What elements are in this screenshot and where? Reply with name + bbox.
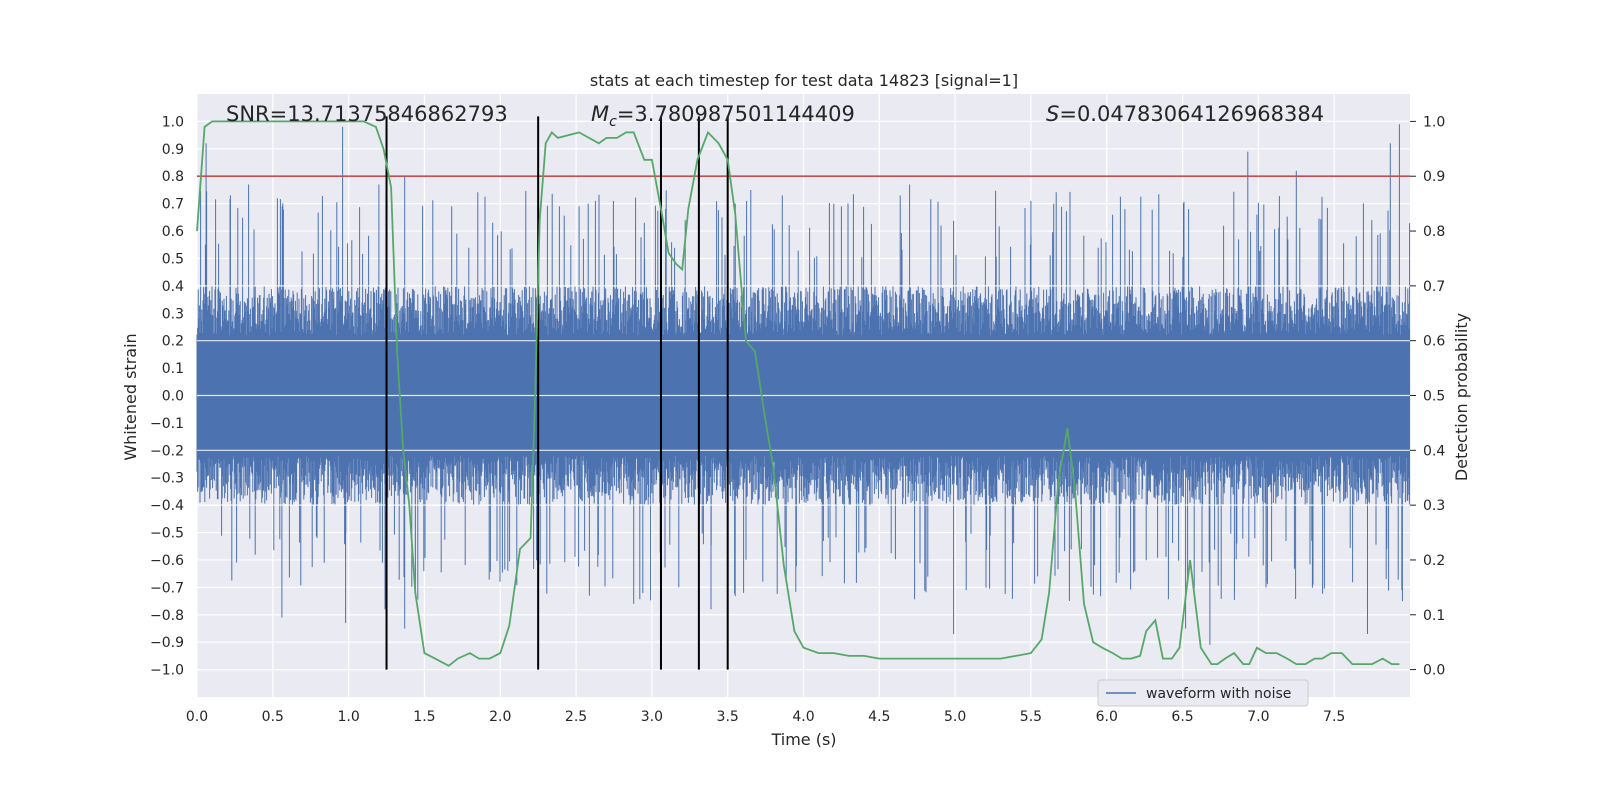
x-tick-label: 4.5 [868, 709, 890, 725]
left-y-axis-label: Whitened strain [121, 333, 140, 460]
right-y-tick-label: 0.7 [1423, 279, 1445, 295]
legend-entry: waveform with noise [1146, 686, 1291, 702]
legend: waveform with noise [1097, 679, 1309, 707]
left-y-tick-label: 0.7 [162, 197, 184, 213]
left-y-tick-label: 0.6 [162, 224, 184, 240]
chirp-mass-annotation: Mc=3.780987501144409 [591, 102, 855, 130]
legend-box [1097, 679, 1309, 707]
left-y-tick-label: −0.9 [150, 635, 184, 651]
chart-title: stats at each timestep for test data 148… [590, 71, 1018, 90]
left-y-tick-label: −0.2 [150, 443, 184, 459]
left-y-tick-label: −1.0 [150, 663, 184, 679]
x-tick-label: 2.5 [565, 709, 587, 725]
x-tick-label: 6.5 [1171, 709, 1193, 725]
x-tick-label: 2.0 [489, 709, 511, 725]
x-axis-label: Time (s) [770, 730, 836, 749]
right-y-axis-ticks: 1.0 0.9 0.8 0.7 0.6 0.5 0.4 0.3 0.2 0.1 0.0 [1410, 114, 1445, 679]
right-y-tick-label: 0.3 [1423, 498, 1445, 514]
x-tick-label: 0.0 [186, 709, 208, 725]
chirp-mass-subscript: c [609, 114, 617, 130]
left-y-tick-label: −0.7 [150, 580, 184, 596]
left-y-tick-label: 0.9 [162, 142, 184, 158]
x-tick-label: 5.0 [944, 709, 966, 725]
right-y-tick-label: 0.2 [1423, 553, 1445, 569]
detection-probability-line [196, 120, 1400, 667]
x-tick-label: 5.5 [1020, 709, 1042, 725]
x-tick-label: 0.5 [262, 709, 284, 725]
x-tick-label: 7.5 [1323, 709, 1345, 725]
right-y-axis-label: Detection probability [1452, 313, 1471, 481]
right-y-tick-label: 0.0 [1423, 663, 1445, 679]
left-y-tick-label: −0.4 [150, 498, 184, 514]
x-tick-label: 1.0 [337, 709, 359, 725]
x-tick-label: 1.5 [413, 709, 435, 725]
right-y-tick-label: 0.9 [1423, 169, 1445, 185]
right-y-tick-label: 0.4 [1423, 443, 1445, 459]
left-y-tick-label: −0.5 [150, 526, 184, 542]
left-y-tick-label: 0.4 [162, 279, 184, 295]
right-y-tick-label: 0.8 [1423, 224, 1445, 240]
s-value: =0.04783064126968384 [1059, 102, 1324, 126]
right-y-tick-label: 0.6 [1423, 334, 1445, 350]
snr-annotation: SNR=13.71375846862793 [226, 102, 508, 126]
left-y-tick-label: −0.8 [150, 608, 184, 624]
x-tick-label: 3.5 [717, 709, 739, 725]
left-y-tick-label: −0.3 [150, 471, 184, 487]
right-y-tick-label: 0.5 [1423, 389, 1445, 405]
left-y-tick-label: 1.0 [162, 114, 184, 130]
left-y-tick-label: 0.8 [162, 169, 184, 185]
chirp-mass-value: =3.780987501144409 [617, 102, 855, 126]
left-y-tick-label: −0.1 [150, 416, 184, 432]
s-symbol: S [1046, 102, 1059, 126]
x-axis-ticks: 0.0 0.5 1.0 1.5 2.0 2.5 3.0 3.5 4.0 4.5 5.0 5.5 6.0 6… [186, 709, 1345, 725]
left-y-tick-label: 0.5 [162, 251, 184, 267]
right-y-tick-label: 0.1 [1423, 608, 1445, 624]
right-y-tick-label: 1.0 [1423, 114, 1445, 130]
s-annotation: S=0.04783064126968384 [1046, 102, 1324, 126]
x-tick-label: 4.0 [792, 709, 814, 725]
left-y-tick-label: 0.0 [162, 389, 184, 405]
left-y-axis-ticks: 1.0 0.9 0.8 0.7 0.6 0.5 0.4 0.3 0.2 0.1 0.0 −0.1 −0.… [150, 114, 184, 678]
left-y-tick-label: 0.1 [162, 361, 184, 377]
x-tick-label: 7.0 [1247, 709, 1269, 725]
x-tick-label: 3.0 [641, 709, 663, 725]
left-y-tick-label: 0.3 [162, 306, 184, 322]
x-tick-label: 6.0 [1096, 709, 1118, 725]
chirp-mass-symbol: M [591, 102, 609, 126]
left-y-tick-label: 0.2 [162, 334, 184, 350]
left-y-tick-label: −0.6 [150, 553, 184, 569]
